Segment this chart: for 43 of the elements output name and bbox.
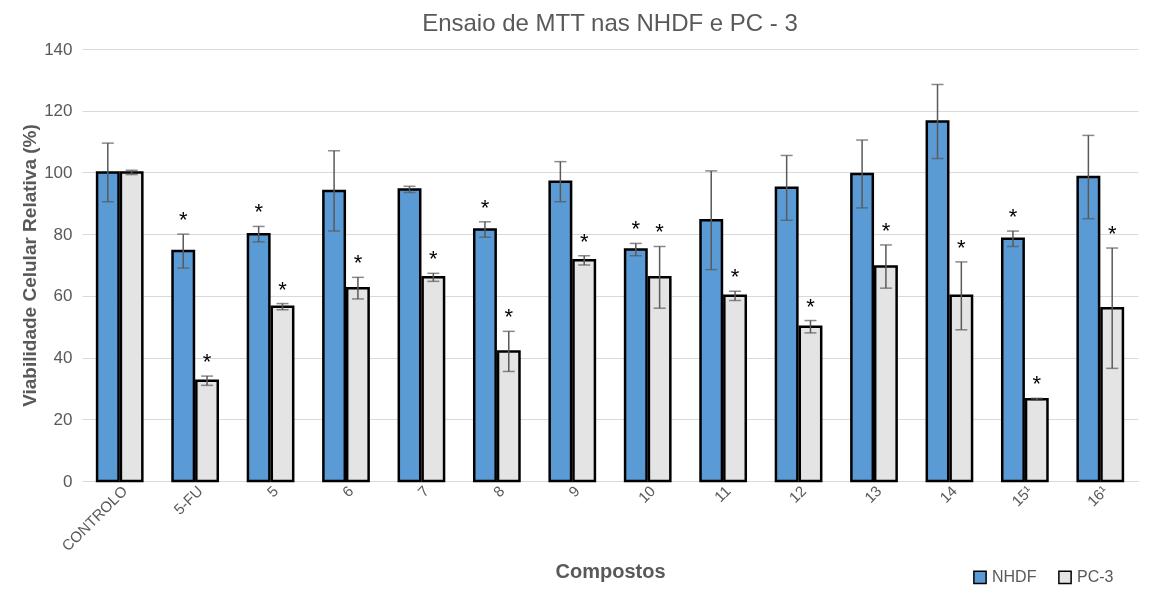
- annotation: *: [178, 207, 188, 233]
- y-tick-label: 140: [44, 39, 73, 59]
- y-tick-label: 120: [44, 101, 73, 121]
- x-tick-label: 16¹: [1083, 482, 1111, 510]
- x-tick-label: 15¹: [1008, 482, 1036, 510]
- annotation: *: [881, 217, 891, 243]
- x-tick-label: 12: [785, 482, 810, 506]
- legend-label: NHDF: [992, 568, 1037, 586]
- x-axis-title: Compostos: [555, 560, 666, 583]
- x-tick-label: 11: [710, 482, 734, 506]
- x-tick-label: 10: [634, 482, 659, 506]
- annotation: *: [480, 194, 490, 220]
- x-tick-label: 8: [489, 482, 508, 501]
- chart-title: Ensaio de MTT nas NHDF e PC - 3: [422, 9, 798, 36]
- y-tick-label: 0: [63, 471, 73, 491]
- annotation: *: [1008, 204, 1018, 230]
- annotation: *: [353, 250, 363, 276]
- y-tick-label: 100: [44, 162, 73, 182]
- annotation: *: [429, 246, 439, 272]
- annotation: *: [1107, 221, 1117, 247]
- x-tick-label: 5: [263, 482, 282, 501]
- annotation: *: [957, 234, 967, 260]
- x-tick-label: 7: [414, 482, 433, 501]
- annotation: *: [579, 228, 589, 254]
- y-tick-label: 20: [53, 409, 73, 429]
- annotation: *: [254, 199, 264, 225]
- annotation: *: [655, 219, 665, 245]
- annotation: *: [806, 293, 816, 319]
- y-axis-title: Viabilidade Celular Relativa (%): [19, 124, 41, 407]
- annotation: *: [730, 264, 740, 290]
- annotation: *: [1032, 371, 1042, 397]
- y-tick-label: 40: [53, 348, 73, 368]
- annotation: *: [202, 349, 212, 375]
- y-tick-label: 80: [53, 224, 73, 244]
- x-tick-label: 9: [564, 482, 583, 501]
- x-tick-label: 13: [860, 482, 885, 506]
- annotation: *: [631, 216, 641, 242]
- x-tick-label: 14: [936, 482, 961, 506]
- y-tick-label: 60: [53, 286, 73, 306]
- legend-label: PC-3: [1077, 568, 1114, 586]
- annotation: *: [504, 304, 514, 330]
- annotation: *: [278, 276, 288, 302]
- x-tick-label: 6: [338, 482, 357, 501]
